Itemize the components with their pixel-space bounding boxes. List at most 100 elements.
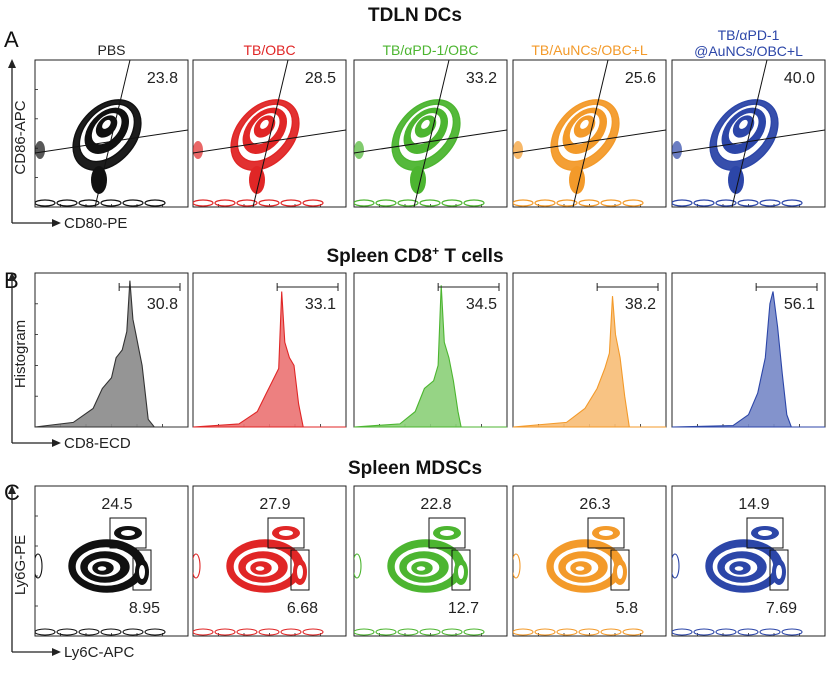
edge-contour [193,628,214,636]
edge-contour [759,628,781,636]
edge-contour [35,553,43,579]
gate-box-right-2 [451,549,471,591]
gate-value-c-top-1: 27.9 [259,496,290,513]
contour-cluster-a-0 [35,60,188,207]
edge-contour [35,628,56,636]
gate-value-b-3: 38.2 [625,296,656,313]
group-header-4: TB/αPD-1 [718,27,780,43]
contour-level [733,564,745,573]
group-header-3: TB/AuNCs/OBC+L [531,42,648,58]
y-arrowhead-b [8,272,16,281]
edge-contour [578,199,600,207]
y-arrowhead-c [8,485,16,494]
edge-contour [354,141,364,159]
contour-lobe-right-inner [776,565,782,579]
gate-line-diagonal [413,60,450,207]
edge-contour [193,141,203,159]
edge-contour [441,628,463,636]
histogram-0 [34,280,188,428]
group-header-0: PBS [97,42,125,58]
edge-contour [100,628,122,636]
contour-level [258,118,271,131]
edge-contour [781,199,803,207]
edge-contour [513,141,523,159]
edge-contour [600,628,622,636]
contour-lobe-right-inner [458,565,464,579]
edge-contour [556,199,578,207]
edge-contour [672,628,693,636]
edge-contour [513,553,521,579]
x-arrowhead-b [52,439,61,447]
edge-contour [214,199,236,207]
edge-contour [144,628,166,636]
x-axis-label-b: CD8-ECD [64,435,131,452]
gate-box-top-3 [587,517,625,549]
edge-contour [419,199,441,207]
edge-contour [258,199,280,207]
edge-contour [513,199,534,207]
gate-value-b-2: 34.5 [466,296,497,313]
histogram-2 [353,285,507,428]
edge-contour [236,199,258,207]
contour-cluster-c-4 [672,526,803,636]
edge-contour [534,628,556,636]
gate-line-horizontal [672,129,825,154]
gate-value-a-0: 23.8 [147,70,178,87]
edge-contour [622,199,644,207]
gate-value-c-bottom-0: 8.95 [129,600,160,617]
contour-cluster-c-2 [354,526,485,636]
contour-level [100,118,113,131]
edge-contour [693,199,715,207]
gate-value-c-top-4: 14.9 [738,496,769,513]
gate-line-horizontal [35,129,188,154]
contour-lobe-right-inner [297,565,303,579]
gate-box-top-4 [746,517,784,549]
edge-contour [35,141,45,159]
x-arrowhead-a [52,219,61,227]
edge-contour [737,199,759,207]
y-axis-label-c: Ly6G-PE [12,535,29,595]
gate-value-b-1: 33.1 [305,296,336,313]
edge-contour [463,199,485,207]
contour-lobe-right-inner [139,565,145,579]
edge-contour [78,628,100,636]
panel-title-b: Spleen CD8+ T cells [326,244,503,267]
gate-box-right-4 [769,549,789,591]
gate-value-c-top-3: 26.3 [579,496,610,513]
contour-lobe-top-inner [279,530,293,536]
contour-level [415,564,427,573]
edge-contour [193,199,214,207]
edge-contour [672,553,680,579]
edge-contour [56,628,78,636]
histogram-4 [671,291,825,428]
edge-contour [354,553,362,579]
group-header-2: TB/αPD-1/OBC [383,42,479,58]
edge-contour [781,628,803,636]
panel-label-a: A [4,27,19,52]
edge-contour [144,199,166,207]
panel-title-a: TDLN DCs [368,5,462,26]
contour-cluster-c-0 [35,526,166,636]
x-arrowhead-c [52,648,61,656]
contour-level [574,564,586,573]
contour-level [419,118,432,131]
gate-value-a-1: 28.5 [305,70,336,87]
gate-value-a-2: 33.2 [466,70,497,87]
edge-contour [672,199,693,207]
edge-contour [214,628,236,636]
edge-contour [693,628,715,636]
contour-level [578,118,591,131]
edge-contour [35,199,56,207]
group-header-1: TB/OBC [243,42,295,58]
edge-contour [397,199,419,207]
edge-contour [759,199,781,207]
gate-value-c-bottom-2: 12.7 [448,600,479,617]
edge-contour [737,628,759,636]
edge-contour [441,199,463,207]
edge-contour [122,628,144,636]
edge-contour [78,199,100,207]
edge-contour [672,141,682,159]
contour-cluster-a-3 [513,60,666,207]
gate-box-top-2 [428,517,466,549]
gate-value-c-top-2: 22.8 [420,496,451,513]
